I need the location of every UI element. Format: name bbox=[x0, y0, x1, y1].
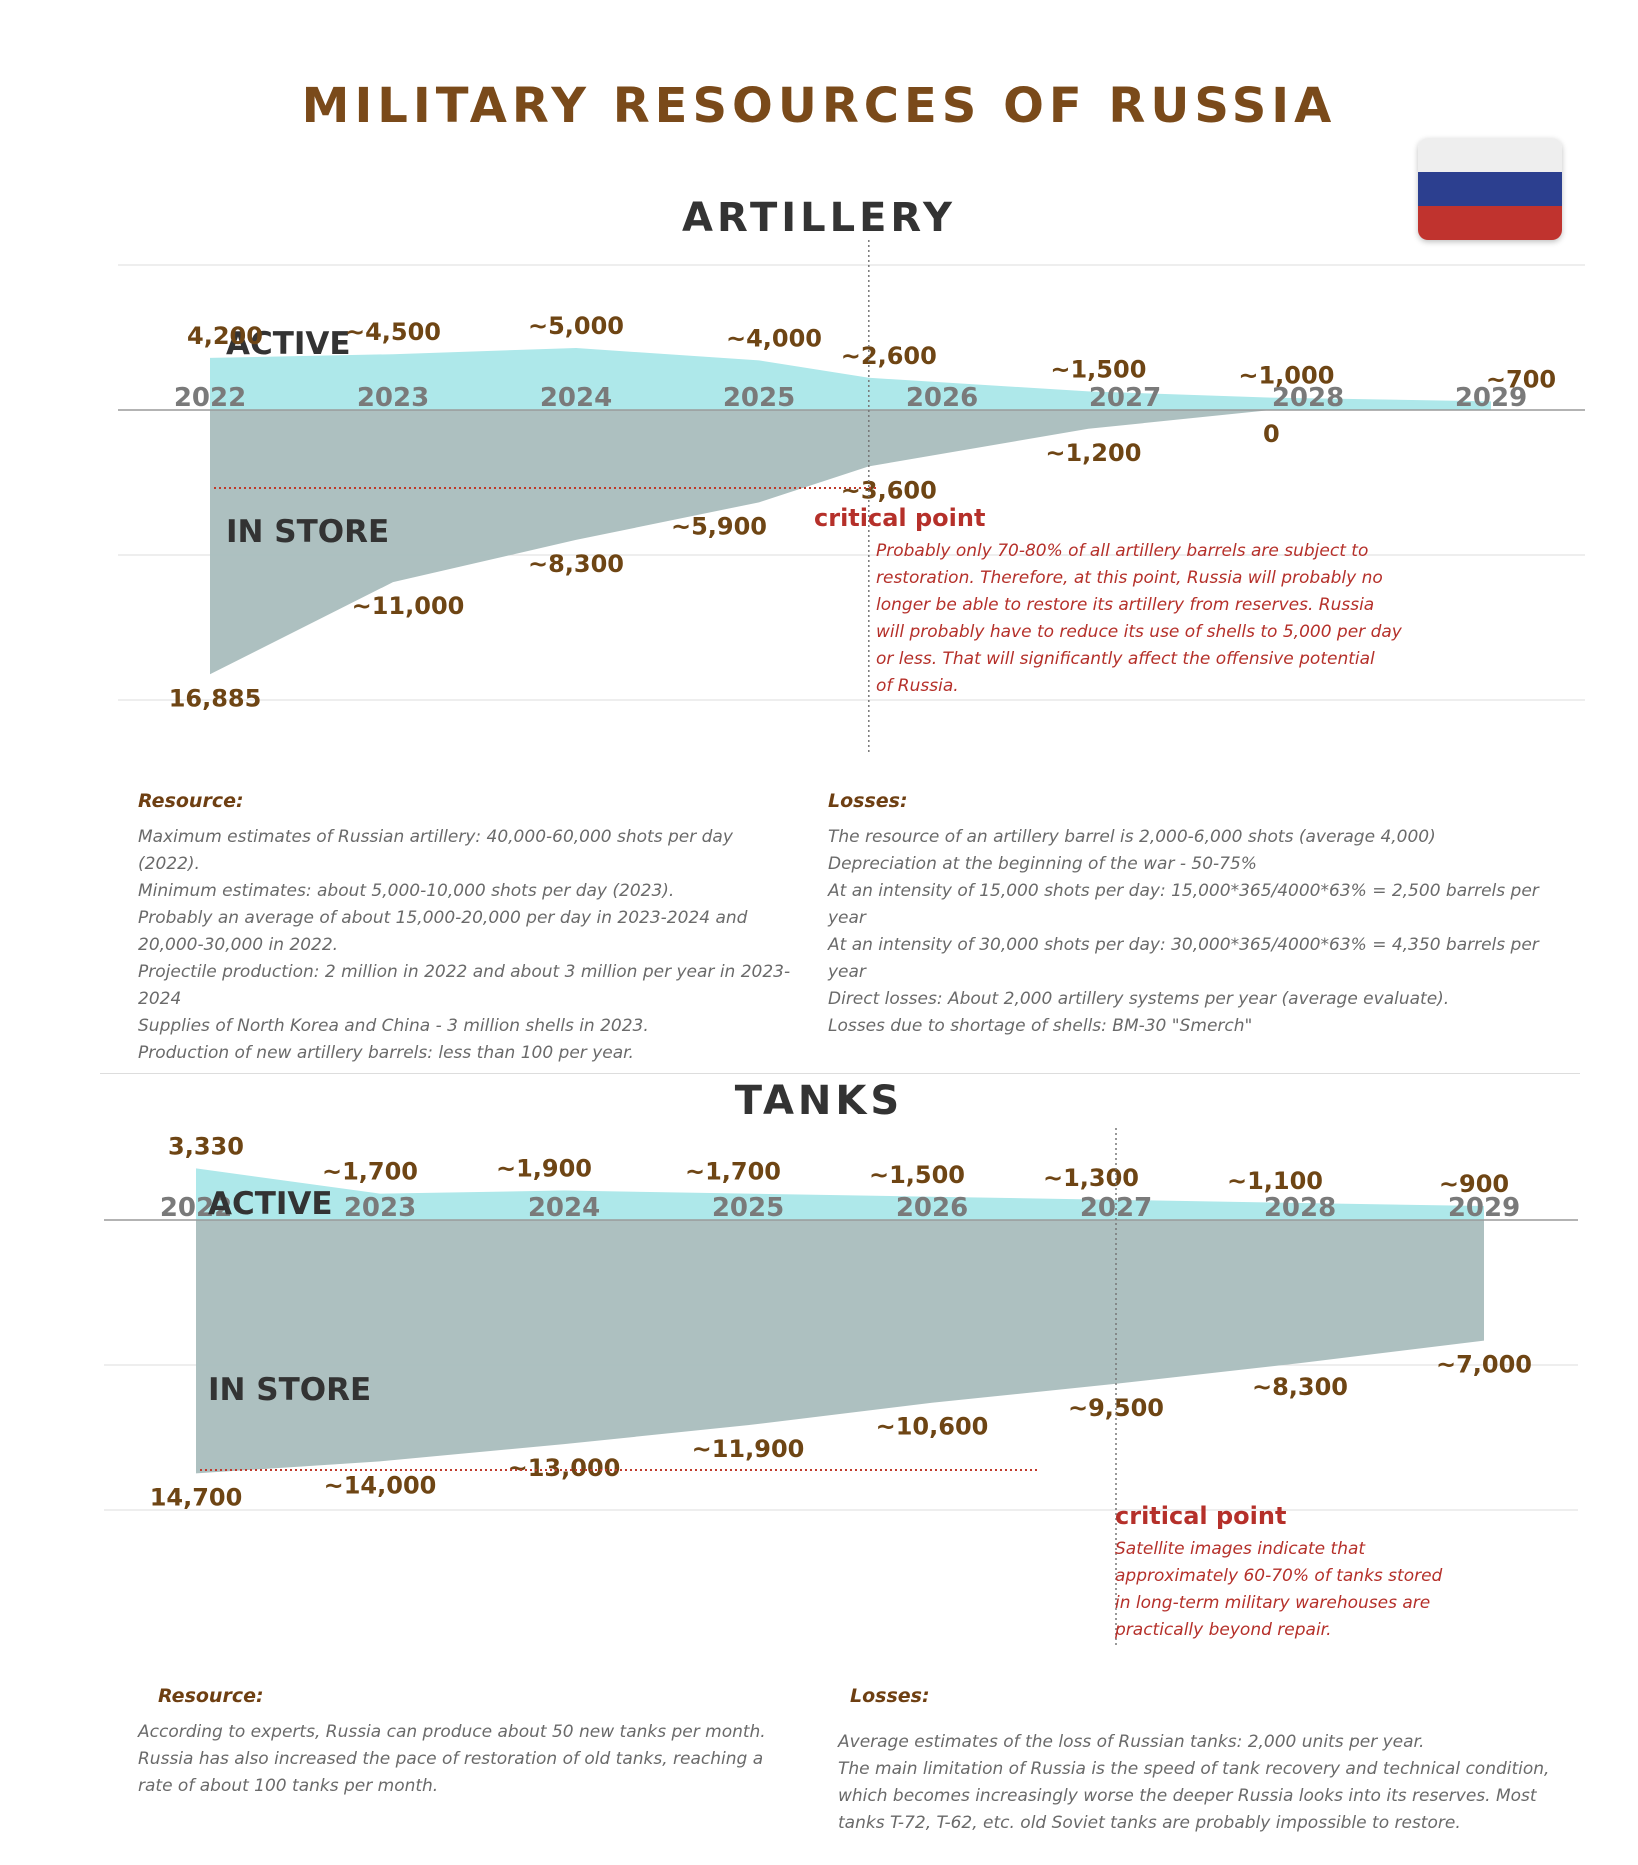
active-data-label: ~4,500 bbox=[345, 318, 441, 346]
active-data-label: ~700 bbox=[1486, 365, 1556, 393]
in-store-data-label: 16,885 bbox=[169, 684, 262, 712]
year-tick-label: 2023 bbox=[344, 1193, 416, 1223]
in-store-data-label: ~8,300 bbox=[528, 550, 624, 578]
year-tick-label: 2022 bbox=[160, 1193, 232, 1223]
artillery-losses-block: Losses: The resource of an artillery bar… bbox=[828, 790, 1568, 1040]
active-data-label: ~1,000 bbox=[1238, 362, 1334, 390]
critical-point-text: restoration. Therefore, at this point, R… bbox=[876, 568, 1383, 588]
critical-point-title: critical point bbox=[814, 504, 985, 532]
active-data-label: 4,200 bbox=[187, 322, 263, 350]
artillery-section-title: ARTILLERY bbox=[681, 195, 956, 241]
in-store-data-label: 14,700 bbox=[150, 1483, 243, 1511]
year-tick-label: 2026 bbox=[906, 383, 978, 413]
in-store-data-label: ~11,000 bbox=[352, 592, 465, 620]
year-tick-label: 2026 bbox=[896, 1193, 968, 1223]
active-data-label: ~1,700 bbox=[685, 1158, 781, 1186]
artillery-losses-line: Direct losses: About 2,000 artillery sys… bbox=[828, 989, 1450, 1009]
active-data-label: ~1,900 bbox=[496, 1155, 592, 1183]
flag-stripe-red bbox=[1418, 206, 1562, 240]
tanks-losses-block: Losses: Average estimates of the loss of… bbox=[838, 1685, 1578, 1837]
active-series-label: ACTIVE bbox=[226, 326, 351, 362]
year-tick-label: 2025 bbox=[723, 383, 795, 413]
tanks-resource-heading: Resource: bbox=[158, 1685, 264, 1707]
critical-point-title: critical point bbox=[1115, 1502, 1286, 1530]
year-tick-label: 2027 bbox=[1089, 383, 1161, 413]
active-data-label: ~1,100 bbox=[1227, 1167, 1323, 1195]
tanks-resource-line: According to experts, Russia can produce… bbox=[138, 1722, 766, 1796]
artillery-losses-line: At an intensity of 15,000 shots per day:… bbox=[828, 881, 1539, 928]
main-title: MILITARY RESOURCES OF RUSSIA bbox=[301, 78, 1337, 134]
in-store-data-label: ~14,000 bbox=[324, 1471, 437, 1499]
in-store-series-label: IN STORE bbox=[208, 1372, 371, 1408]
in-store-series-label: IN STORE bbox=[226, 514, 389, 550]
year-tick-label: 2024 bbox=[540, 383, 612, 413]
artillery-resource-block: Resource: Maximum estimates of Russian a… bbox=[138, 790, 798, 1067]
critical-point-text: practically beyond repair. bbox=[1114, 1620, 1332, 1640]
year-tick-label: 2028 bbox=[1272, 383, 1344, 413]
active-data-label: ~1,500 bbox=[869, 1161, 965, 1189]
tanks-section-title: TANKS bbox=[734, 1078, 904, 1124]
active-series-label: ACTIVE bbox=[208, 1186, 333, 1222]
year-tick-label: 2028 bbox=[1264, 1193, 1336, 1223]
year-tick-label: 2029 bbox=[1455, 383, 1527, 413]
artillery-active-area bbox=[210, 348, 1491, 410]
critical-point-text: in long-term military warehouses are bbox=[1115, 1593, 1430, 1613]
in-store-data-label: ~11,900 bbox=[692, 1435, 805, 1463]
active-data-label: ~2,600 bbox=[841, 342, 937, 370]
artillery-resource-line: Production of new artillery barrels: les… bbox=[138, 1043, 634, 1063]
tanks-chart: 2022 2023 2024 2025 2026 2027 2028 2029ACTIVEIN… bbox=[104, 1128, 1578, 1645]
tanks-losses-line: The main limitation of Russia is the spe… bbox=[838, 1759, 1550, 1833]
in-store-data-label: ~13,000 bbox=[508, 1454, 621, 1482]
critical-point-text: Satellite images indicate that bbox=[1115, 1539, 1366, 1559]
section-divider bbox=[100, 1073, 1580, 1074]
active-data-label: ~1,500 bbox=[1050, 355, 1146, 383]
artillery-resource-line: Projectile production: 2 million in 2022… bbox=[138, 962, 791, 1009]
tanks-resource-block: Resource: According to experts, Russia c… bbox=[138, 1685, 778, 1800]
artillery-resource-line: Minimum estimates: about 5,000-10,000 sh… bbox=[138, 881, 675, 901]
artillery-resource-line: Maximum estimates of Russian artillery: … bbox=[138, 827, 733, 874]
flag-stripe-white bbox=[1418, 138, 1562, 172]
in-store-data-label: ~8,300 bbox=[1252, 1373, 1348, 1401]
flag-stripe-blue bbox=[1418, 172, 1562, 206]
artillery-losses-line: At an intensity of 30,000 shots per day:… bbox=[828, 935, 1539, 982]
in-store-data-label: ~7,000 bbox=[1436, 1351, 1532, 1379]
tanks-active-area bbox=[196, 1168, 1484, 1220]
critical-point-text: or less. That will significantly affect … bbox=[876, 649, 1375, 669]
russia-flag-icon bbox=[1418, 138, 1562, 240]
active-data-label: ~4,000 bbox=[726, 324, 822, 352]
critical-point-text: Probably only 70-80% of all artillery ba… bbox=[876, 541, 1368, 561]
in-store-data-label: ~5,900 bbox=[671, 512, 767, 540]
active-data-label: ~5,000 bbox=[528, 312, 624, 340]
year-tick-label: 2025 bbox=[712, 1193, 784, 1223]
critical-point-text: longer be able to restore its artillery … bbox=[876, 595, 1374, 615]
in-store-data-label: 0 bbox=[1263, 420, 1280, 448]
active-data-label: ~900 bbox=[1439, 1170, 1509, 1198]
year-tick-label: 2023 bbox=[357, 383, 429, 413]
tanks-in-store-area bbox=[196, 1220, 1484, 1474]
artillery-losses-line: The resource of an artillery barrel is 2… bbox=[828, 827, 1436, 847]
tanks-losses-line: Average estimates of the loss of Russian… bbox=[838, 1732, 1425, 1752]
in-store-data-label: ~9,500 bbox=[1068, 1394, 1164, 1422]
critical-point-text: of Russia. bbox=[876, 676, 959, 696]
in-store-data-label: ~10,600 bbox=[876, 1413, 989, 1441]
year-tick-label: 2029 bbox=[1448, 1193, 1520, 1223]
active-data-label: 3,330 bbox=[168, 1132, 244, 1160]
year-tick-label: 2024 bbox=[528, 1193, 600, 1223]
artillery-resource-line: Supplies of North Korea and China - 3 mi… bbox=[138, 1016, 649, 1036]
in-store-data-label: ~3,600 bbox=[841, 476, 937, 504]
artillery-losses-line: Losses due to shortage of shells: BM-30 … bbox=[828, 1016, 1253, 1036]
active-data-label: ~1,700 bbox=[322, 1158, 418, 1186]
artillery-losses-heading: Losses: bbox=[828, 790, 908, 812]
artillery-chart: 2022 2023 2024 2025 2026 2027 2028 2029 ACTIVE IN… bbox=[118, 240, 1585, 752]
critical-point-text: will probably have to reduce its use of … bbox=[876, 622, 1403, 642]
artillery-resource-line: Probably an average of about 15,000-20,0… bbox=[138, 908, 748, 955]
artillery-losses-line: Depreciation at the beginning of the war… bbox=[828, 854, 1257, 874]
artillery-in-store-area bbox=[210, 410, 1272, 675]
tanks-losses-heading: Losses: bbox=[850, 1685, 930, 1707]
critical-point-text: approximately 60-70% of tanks stored bbox=[1115, 1566, 1443, 1586]
artillery-resource-heading: Resource: bbox=[138, 790, 244, 812]
active-data-label: ~1,300 bbox=[1043, 1164, 1139, 1192]
year-tick-label: 2022 bbox=[174, 383, 246, 413]
in-store-data-label: ~1,200 bbox=[1045, 439, 1141, 467]
